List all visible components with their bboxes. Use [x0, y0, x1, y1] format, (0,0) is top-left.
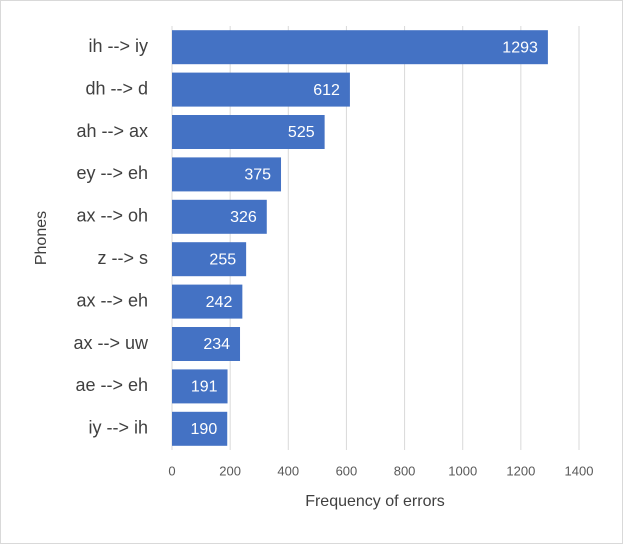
- bar: [172, 411, 228, 446]
- y-tick-label: ax --> oh: [76, 206, 148, 226]
- bar: [172, 284, 243, 319]
- bar: [172, 242, 247, 277]
- y-tick-label: dh --> d: [85, 78, 148, 98]
- x-tick-label: 400: [277, 463, 299, 478]
- bar: [172, 369, 228, 404]
- y-axis-title: Phones: [33, 211, 50, 265]
- y-tick-label: ey --> eh: [76, 163, 148, 183]
- data-label: 326: [230, 209, 257, 226]
- bar: [172, 115, 325, 149]
- data-label: 190: [191, 421, 218, 438]
- x-tick-label: 800: [394, 463, 416, 478]
- data-label: 242: [206, 294, 233, 311]
- x-tick-label: 1200: [506, 463, 535, 478]
- y-tick-label: ax --> uw: [73, 333, 149, 353]
- x-tick-label: 600: [336, 463, 358, 478]
- bar: [172, 199, 267, 234]
- data-label: 234: [203, 336, 230, 353]
- data-label: 525: [288, 124, 315, 141]
- x-tick-label: 1400: [565, 463, 594, 478]
- y-tick-label: ih --> iy: [88, 36, 148, 56]
- y-tick-label: iy --> ih: [88, 418, 148, 438]
- bar: [172, 72, 350, 107]
- data-label: 1293: [502, 39, 538, 56]
- data-label: 612: [313, 82, 340, 99]
- x-tick-label: 1000: [448, 463, 477, 478]
- data-label: 255: [209, 251, 236, 268]
- bar: [172, 327, 241, 361]
- y-tick-label: ae --> eh: [75, 375, 148, 395]
- y-tick-label: ax --> eh: [76, 290, 148, 310]
- y-tick-label: ah --> ax: [76, 121, 148, 141]
- bar: [172, 30, 548, 65]
- x-axis-title: Frequency of errors: [305, 493, 445, 510]
- x-tick-label: 200: [219, 463, 241, 478]
- bar: [172, 157, 282, 192]
- x-tick-label: 0: [168, 463, 175, 478]
- data-label: 375: [244, 167, 271, 184]
- data-label: 191: [191, 379, 218, 396]
- y-tick-label: z --> s: [97, 248, 148, 268]
